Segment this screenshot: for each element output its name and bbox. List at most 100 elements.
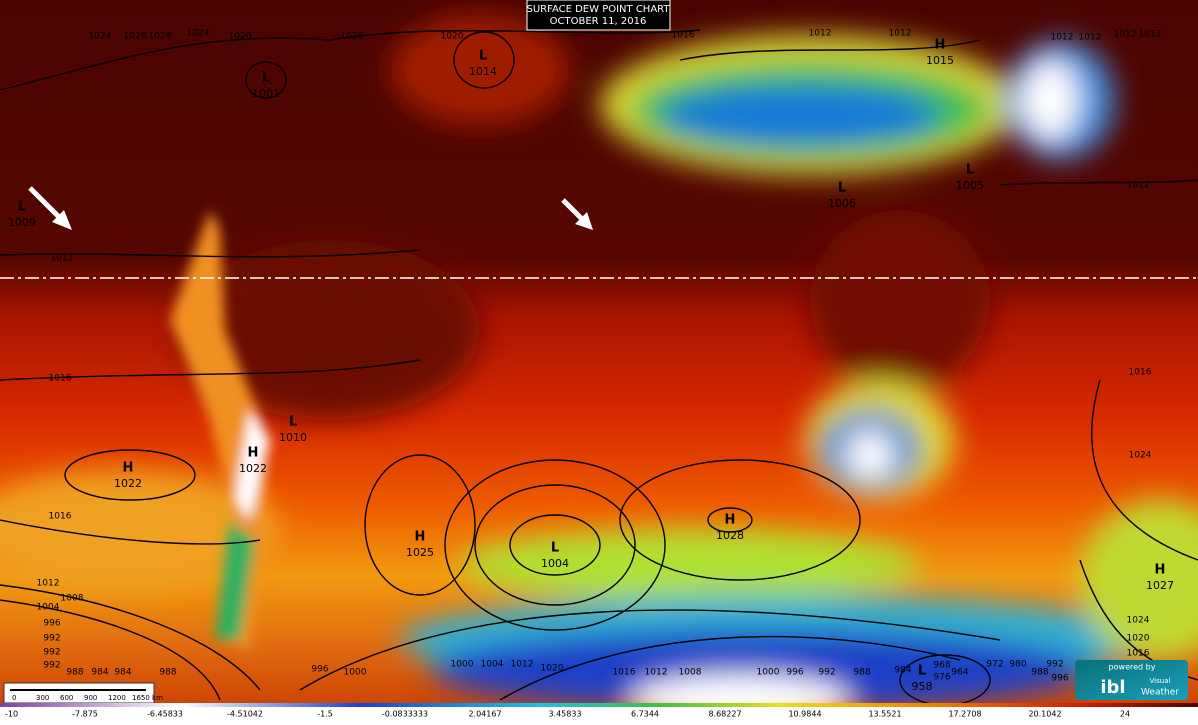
isobar-label: 1012 <box>645 668 668 678</box>
pressure-value: 1022 <box>114 477 142 490</box>
isobar-label: 1024 <box>187 29 210 39</box>
scale-bar: 0 300 600 900 1200 1650 km <box>3 682 163 704</box>
pressure-symbol: H <box>248 446 259 461</box>
isobar-label: 968 <box>933 661 950 671</box>
pressure-value: 1027 <box>1146 579 1174 592</box>
isobar-label: 992 <box>1046 660 1063 670</box>
isobar-label: 988 <box>159 668 176 678</box>
isobar-label: 996 <box>1051 674 1068 684</box>
isobar-label: 1016 <box>613 668 636 678</box>
colorbar-tick-label: -4.51042 <box>227 710 263 719</box>
isobar-label: 1012 <box>1127 181 1150 191</box>
scale-label: 0 <box>12 694 16 702</box>
isobar-label: 980 <box>1009 660 1026 670</box>
pressure-value: 1004 <box>541 557 569 570</box>
pressure-symbol: L <box>838 181 846 196</box>
pressure-value: 1025 <box>406 546 434 559</box>
pressure-value: 1015 <box>926 54 954 67</box>
isobar-label: 1024 <box>1127 616 1150 626</box>
isobar-label: 1008 <box>679 668 702 678</box>
pressure-symbol: L <box>289 415 297 430</box>
logo-product: Visual <box>1150 677 1171 685</box>
isobar-label: 1020 <box>1127 634 1150 644</box>
isobar-label: 988 <box>66 668 83 678</box>
logo-powered: powered by <box>1109 663 1156 672</box>
isobar-label: 1012 <box>1051 33 1074 43</box>
isobar-label: 1000 <box>344 668 367 678</box>
pressure-value: 1009 <box>8 216 36 229</box>
isobar-label: 1016 <box>49 512 72 522</box>
colorbar-tick-label: 3.45833 <box>548 710 581 719</box>
isobar-label: 1012 <box>51 254 74 264</box>
colorbar-tick-label: 13.5521 <box>868 710 901 719</box>
isobar-label: 1012 <box>889 29 912 39</box>
scale-label: 1200 <box>108 694 126 702</box>
title: SURFACE DEW POINT CHART <box>527 4 671 15</box>
isobar-label: 1012 <box>1139 30 1162 40</box>
pressure-symbol: L <box>479 49 487 64</box>
isobar-label: 1016 <box>672 31 695 41</box>
isobar-label: 1000 <box>451 660 474 670</box>
isobar-label: 1016 <box>49 374 72 384</box>
colorbar-tick-label: 10.9844 <box>788 710 821 719</box>
pressure-symbol: L <box>966 163 974 178</box>
isobar-label: 992 <box>818 668 835 678</box>
pressure-centers: L1014L1001H1015L1009L1006L1005L1010H1022… <box>8 38 1174 694</box>
pressure-value: 1010 <box>279 431 307 444</box>
isobar-labels: 1024 1028 1028 1024 1020 1020 1020 1016 1012 1012… <box>37 29 1162 684</box>
isobar-label: 1012 <box>809 29 832 39</box>
isobar-label: 1004 <box>481 660 504 670</box>
pressure-value: 1014 <box>469 65 497 78</box>
isobar-label: 1012 <box>37 579 60 589</box>
isobar-label: 984 <box>114 668 131 678</box>
isobar-label: 1012 <box>1114 30 1137 40</box>
isobar-label: 992 <box>43 634 60 644</box>
isobar-label: 1020 <box>441 32 464 42</box>
isobar-label: 992 <box>43 648 60 658</box>
isobar-label: 1028 <box>149 32 172 42</box>
isobar-label: 972 <box>986 660 1003 670</box>
isobar-label: 988 <box>1031 668 1048 678</box>
colorbar-tick-label: 20.1042 <box>1028 710 1061 719</box>
isobar-label: 1020 <box>341 32 364 42</box>
pressure-value: 1022 <box>239 462 267 475</box>
isobar-label: 1020 <box>541 664 564 674</box>
isobar-label: 984 <box>894 666 911 676</box>
pressure-symbol: H <box>935 38 946 53</box>
pressure-symbol: L <box>551 541 559 556</box>
scale-label: 600 <box>60 694 73 702</box>
colorbar-tick-label: 2.04167 <box>468 710 501 719</box>
isobar-label: 1020 <box>229 32 252 42</box>
pressure-value: 958 <box>912 680 933 693</box>
colorbar-tick-label: 17.2708 <box>948 710 981 719</box>
isobar-label: 976 <box>933 673 950 683</box>
arrows <box>28 186 593 230</box>
isobar-label: 1024 <box>1129 451 1152 461</box>
colorbar-tick-label: -6.45833 <box>147 710 183 719</box>
colorbar-tick-label: -10 <box>5 710 18 719</box>
scale-label: 1650 km <box>132 694 163 702</box>
colorbar-tick-label: -0.0833333 <box>382 710 428 719</box>
isobar-label: 988 <box>853 668 870 678</box>
isobar-label: 1000 <box>757 668 780 678</box>
logo-product: Weather <box>1141 688 1179 698</box>
colorbar-tick-label: -7.875 <box>72 710 98 719</box>
isobar-label: 1016 <box>1127 649 1150 659</box>
isobar-label: 1012 <box>511 660 534 670</box>
isobar-label: 1012 <box>1079 33 1102 43</box>
isobar-label: 1024 <box>89 32 112 42</box>
logo-brand: ibl <box>1100 677 1125 698</box>
colorbar: -10 -7.875 -6.45833 -4.51042 -1.5 -0.0833333 2… <box>0 703 1198 720</box>
pressure-value: 1001 <box>252 87 280 100</box>
colorbar-tick-label: 6.7344 <box>631 710 659 719</box>
isobar-label: 1016 <box>1129 368 1152 378</box>
scale-label: 300 <box>36 694 49 702</box>
pressure-symbol: H <box>1155 563 1166 578</box>
isobar-label: 996 <box>311 665 328 675</box>
colorbar-tick-label: -1.5 <box>317 710 333 719</box>
isobar-label: 996 <box>786 668 803 678</box>
pressure-symbol: H <box>123 461 134 476</box>
